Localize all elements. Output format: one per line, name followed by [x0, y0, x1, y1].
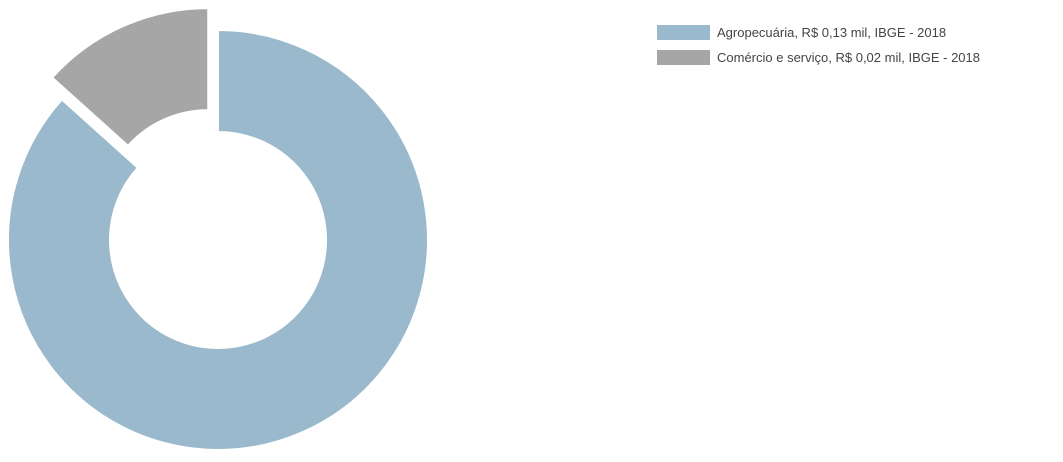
legend-label-agropecuaria: Agropecuária, R$ 0,13 mil, IBGE - 2018: [717, 24, 947, 40]
legend-swatch-comercio-servico: [657, 49, 710, 65]
donut-slice-1[interactable]: [50, 7, 210, 148]
legend-swatch-agropecuaria: [657, 24, 710, 40]
chart-legend: Agropecuária, R$ 0,13 mil, IBGE - 2018 C…: [657, 22, 980, 72]
legend-item-agropecuaria[interactable]: Agropecuária, R$ 0,13 mil, IBGE - 2018: [657, 22, 980, 42]
legend-label-comercio-servico: Comércio e serviço, R$ 0,02 mil, IBGE - …: [717, 49, 980, 65]
legend-item-comercio-servico[interactable]: Comércio e serviço, R$ 0,02 mil, IBGE - …: [657, 47, 980, 67]
donut-slice-0[interactable]: [7, 28, 429, 451]
